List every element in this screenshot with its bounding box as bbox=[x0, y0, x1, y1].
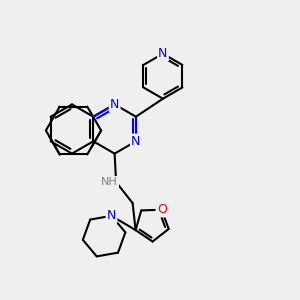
Text: N: N bbox=[110, 98, 119, 111]
Text: O: O bbox=[157, 203, 166, 216]
Text: N: N bbox=[107, 209, 116, 222]
Text: N: N bbox=[131, 135, 141, 148]
Text: N: N bbox=[158, 47, 168, 60]
Text: NH: NH bbox=[101, 177, 118, 187]
